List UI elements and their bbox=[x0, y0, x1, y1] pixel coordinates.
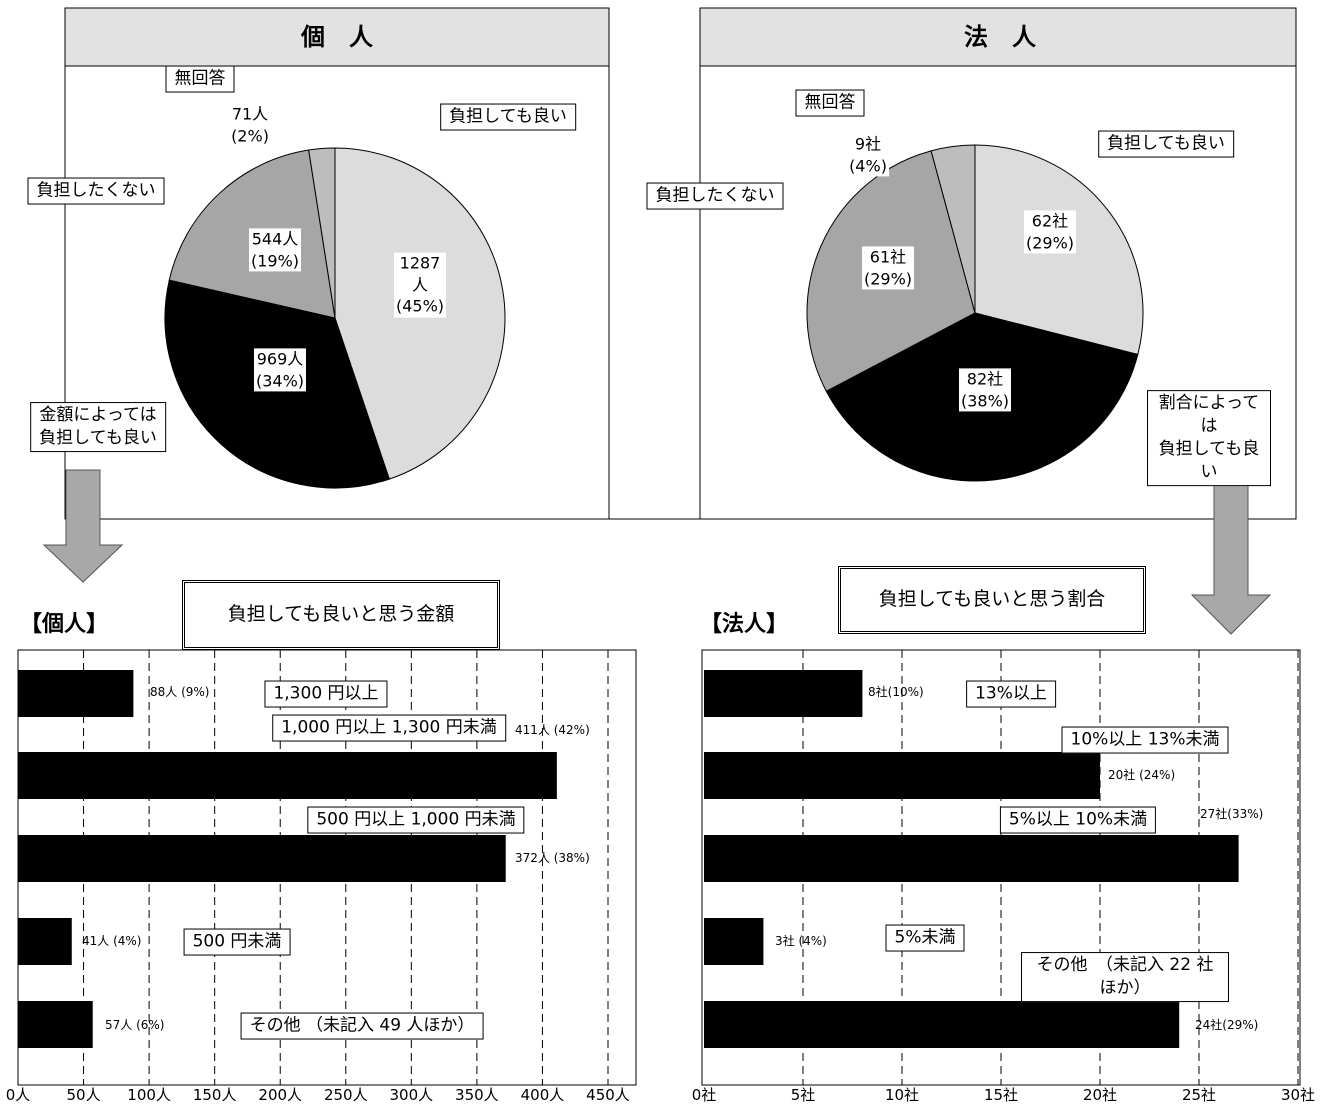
category-label: 1,300 円以上 bbox=[264, 680, 388, 708]
header bbox=[64, 7, 610, 67]
x-tick-label: 10社 bbox=[884, 1085, 920, 1104]
data-label: 1287 人 (45%) bbox=[393, 252, 447, 318]
bar bbox=[18, 835, 506, 882]
legend-label: 割合によっては 負担しても良い bbox=[1147, 390, 1271, 486]
arrow bbox=[42, 469, 124, 583]
data-label: 969人 (34%) bbox=[253, 348, 307, 392]
data-label: 57人 (6%) bbox=[105, 1017, 165, 1032]
data-label: 9社 (4%) bbox=[847, 133, 889, 177]
x-tick-label: 150人 bbox=[192, 1085, 237, 1104]
data-label: 372人 (38%) bbox=[515, 850, 590, 865]
category-label: その他 （未記入 49 人ほか） bbox=[240, 1012, 484, 1040]
data-label: 411人 (42%) bbox=[515, 722, 590, 737]
legend-label: 負担したくない bbox=[27, 177, 165, 205]
bar bbox=[18, 918, 72, 965]
data-label: 41人 (4%) bbox=[82, 933, 142, 948]
bar bbox=[704, 670, 863, 717]
data-label: 20社 (24%) bbox=[1108, 767, 1176, 782]
x-tick-label: 50人 bbox=[66, 1085, 101, 1104]
data-label: 8社(10%) bbox=[868, 684, 924, 699]
x-tick-label: 200人 bbox=[258, 1085, 303, 1104]
arrow bbox=[1190, 484, 1272, 635]
data-label: 71人 (2%) bbox=[229, 103, 271, 147]
bar bbox=[704, 835, 1239, 882]
chart-subtitle: 【法人】 bbox=[700, 612, 789, 638]
chart-subtitle: 【個人】 bbox=[20, 612, 109, 638]
header bbox=[699, 7, 1297, 67]
chart-title: 負担しても良いと思う割合 bbox=[838, 566, 1146, 634]
legend-label: 金額によっては 負担しても良い bbox=[30, 402, 166, 452]
x-tick-label: 0人 bbox=[5, 1085, 31, 1104]
x-tick-label: 15社 bbox=[983, 1085, 1019, 1104]
category-label: 1,000 円以上 1,300 円未満 bbox=[272, 714, 506, 742]
legend-label: 無回答 bbox=[795, 89, 865, 117]
pie-slice bbox=[308, 147, 336, 319]
legend-label: 負担したくない bbox=[646, 182, 784, 210]
chart-title: 個 人 bbox=[301, 22, 373, 51]
category-label: 5%以上 10%未満 bbox=[999, 806, 1157, 834]
data-label: 3社 (4%) bbox=[775, 933, 827, 948]
bar bbox=[704, 918, 764, 965]
x-tick-label: 250人 bbox=[323, 1085, 368, 1104]
category-label: 500 円未満 bbox=[183, 928, 291, 956]
x-tick-label: 350人 bbox=[455, 1085, 499, 1104]
data-label: 24社(29%) bbox=[1195, 1017, 1259, 1032]
x-tick-label: 20社 bbox=[1082, 1085, 1118, 1104]
x-tick-label: 25社 bbox=[1181, 1085, 1217, 1104]
category-label: 10%以上 13%未満 bbox=[1061, 726, 1229, 754]
x-tick-label: 300人 bbox=[389, 1085, 434, 1104]
x-tick-label: 400人 bbox=[520, 1085, 565, 1104]
x-tick-label: 30社 bbox=[1280, 1085, 1316, 1104]
data-label: 62社 (29%) bbox=[1023, 210, 1077, 254]
chart-title: 負担しても良いと思う金額 bbox=[182, 580, 500, 650]
category-label: その他 （未記入 22 社ほか） bbox=[1021, 952, 1229, 1002]
chart-title: 法 人 bbox=[964, 22, 1036, 51]
legend-label: 無回答 bbox=[165, 65, 235, 93]
bar bbox=[704, 752, 1100, 799]
x-tick-label: 100人 bbox=[127, 1085, 171, 1104]
x-tick-label: 0社 bbox=[691, 1085, 717, 1104]
bar bbox=[18, 752, 557, 799]
data-label: 544人 (19%) bbox=[248, 228, 302, 272]
bar bbox=[18, 670, 134, 717]
bar bbox=[704, 1001, 1180, 1048]
x-tick-label: 450人 bbox=[586, 1085, 630, 1104]
category-label: 500 円以上 1,000 円未満 bbox=[307, 806, 525, 834]
legend-label: 負担しても良い bbox=[440, 103, 576, 131]
category-label: 5%未満 bbox=[885, 924, 965, 952]
data-label: 61社 (29%) bbox=[861, 246, 915, 290]
data-label: 27社(33%) bbox=[1200, 806, 1264, 821]
category-label: 13%以上 bbox=[966, 680, 1056, 708]
x-tick-label: 5社 bbox=[790, 1085, 816, 1104]
pie-slice bbox=[930, 144, 976, 314]
data-label: 82社 (38%) bbox=[958, 368, 1012, 412]
bar bbox=[18, 1001, 93, 1048]
legend-label: 負担しても良い bbox=[1098, 130, 1234, 158]
data-label: 88人 (9%) bbox=[150, 684, 210, 699]
